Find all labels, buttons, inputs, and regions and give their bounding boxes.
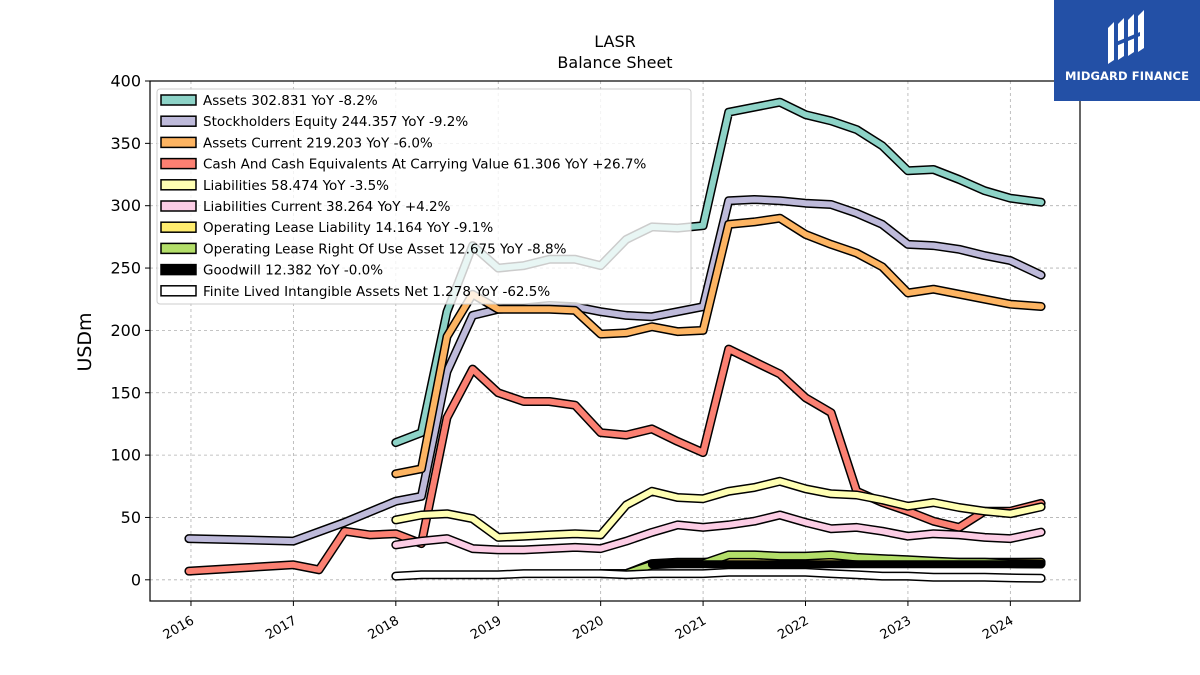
legend-label: Liabilities 58.474 YoY -3.5% bbox=[203, 178, 389, 194]
legend-swatch bbox=[160, 263, 197, 276]
series-stockholders-equity bbox=[184, 195, 1046, 546]
y-tick-label: 50 bbox=[121, 508, 141, 527]
legend-label: Goodwill 12.382 YoY -0.0% bbox=[203, 263, 383, 279]
legend-label: Finite Lived Intangible Assets Net 1.278… bbox=[203, 284, 550, 300]
chart-title: LASR bbox=[594, 32, 636, 51]
y-tick-label: 350 bbox=[110, 134, 141, 153]
legend-swatch bbox=[160, 179, 197, 191]
legend-label: Assets 302.831 YoY -8.2% bbox=[203, 93, 378, 109]
series-cash-and-cash-equivalents-at-carrying-value bbox=[184, 344, 1046, 576]
series-line bbox=[392, 215, 1045, 477]
y-tick-label: 150 bbox=[110, 383, 141, 402]
series-line bbox=[185, 346, 1045, 575]
legend: Assets 302.831 YoY -8.2% Stockholders Equ… bbox=[156, 88, 692, 305]
series-finite-lived-intangible-assets-net bbox=[391, 567, 1046, 583]
series-line bbox=[392, 512, 1045, 553]
legend-label: Cash And Cash Equivalents At Carrying Va… bbox=[203, 157, 647, 173]
legend-item: Finite Lived Intangible Assets Net 1.278… bbox=[160, 284, 550, 300]
legend-item: Liabilities 58.474 YoY -3.5% bbox=[160, 178, 389, 194]
y-tick-label: 300 bbox=[110, 196, 141, 215]
series-line bbox=[392, 478, 1045, 541]
brand-mark-icon bbox=[1108, 10, 1144, 64]
legend-item: Operating Lease Right Of Use Asset 12.67… bbox=[160, 241, 567, 257]
y-axis-label: USDm bbox=[74, 312, 96, 371]
legend-label: Stockholders Equity 244.357 YoY -9.2% bbox=[203, 114, 468, 130]
y-tick-label: 250 bbox=[110, 259, 141, 278]
x-tick-label: 2021 bbox=[673, 613, 709, 643]
legend-label: Operating Lease Liability 14.164 YoY -9.… bbox=[203, 220, 493, 236]
series-assets-current bbox=[391, 213, 1046, 479]
x-tick-label: 2016 bbox=[161, 613, 197, 643]
x-tick-label: 2017 bbox=[263, 613, 299, 643]
series-line bbox=[392, 569, 1045, 582]
x-tick-label: 2024 bbox=[980, 613, 1016, 643]
series-liabilities bbox=[391, 476, 1046, 542]
legend-item: Liabilities Current 38.264 YoY +4.2% bbox=[160, 199, 451, 215]
legend-swatch bbox=[160, 94, 197, 106]
legend-label: Assets Current 219.203 YoY -6.0% bbox=[203, 135, 433, 151]
legend-swatch bbox=[160, 157, 197, 170]
legend-item: Stockholders Equity 244.357 YoY -9.2% bbox=[160, 114, 468, 130]
legend-item: Operating Lease Liability 14.164 YoY -9.… bbox=[160, 220, 493, 236]
legend-item: Assets 302.831 YoY -8.2% bbox=[160, 93, 378, 109]
legend-label: Liabilities Current 38.264 YoY +4.2% bbox=[203, 199, 451, 215]
y-tick-label: 100 bbox=[110, 446, 141, 465]
brand-name: MIDGARD FINANCE bbox=[1064, 69, 1190, 83]
plot-frame bbox=[149, 80, 1081, 602]
x-tick-label: 2022 bbox=[775, 613, 811, 643]
legend-swatch bbox=[160, 115, 197, 127]
x-tick-label: 2018 bbox=[366, 613, 402, 643]
x-tick-label: 2019 bbox=[468, 613, 504, 643]
legend-box bbox=[156, 88, 692, 305]
y-tick-label: 200 bbox=[110, 321, 141, 340]
y-axis-ticks: 0 50 100 150 200 250 300 350 400 bbox=[110, 72, 150, 589]
legend-label: Operating Lease Right Of Use Asset 12.67… bbox=[203, 241, 567, 257]
legend-swatch bbox=[160, 221, 197, 233]
legend-swatch bbox=[160, 200, 197, 212]
legend-swatch bbox=[160, 242, 197, 255]
x-tick-label: 2020 bbox=[571, 613, 607, 643]
legend-item: Cash And Cash Equivalents At Carrying Va… bbox=[160, 157, 647, 173]
legend-swatch bbox=[160, 285, 197, 297]
legend-item: Goodwill 12.382 YoY -0.0% bbox=[160, 263, 383, 279]
x-tick-label: 2023 bbox=[878, 613, 914, 643]
series-lines bbox=[184, 97, 1046, 583]
series-line bbox=[185, 196, 1045, 545]
brand-logo: MIDGARD FINANCE bbox=[1054, 0, 1200, 101]
y-tick-label: 400 bbox=[110, 72, 141, 91]
x-axis-ticks: 2016 2017 2018 2019 2020 2021 2022 2023 2024 bbox=[161, 601, 1016, 643]
legend-swatch bbox=[160, 136, 197, 149]
legend-item: Assets Current 219.203 YoY -6.0% bbox=[160, 135, 433, 151]
series-liabilities-current bbox=[391, 510, 1046, 555]
chart-subtitle: Balance Sheet bbox=[557, 53, 672, 72]
y-tick-label: 0 bbox=[131, 570, 141, 589]
